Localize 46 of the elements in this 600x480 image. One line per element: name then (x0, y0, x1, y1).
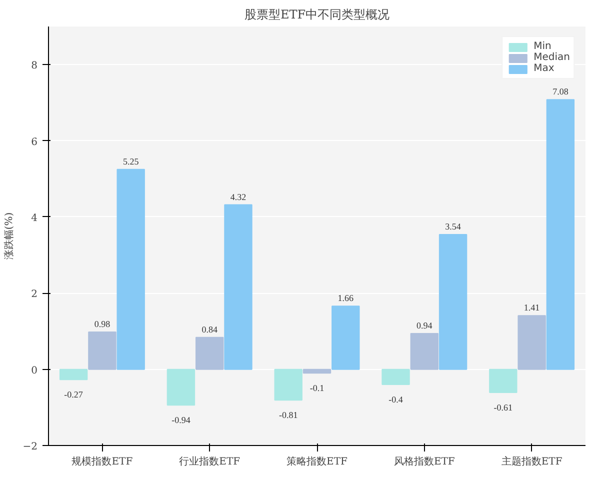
bar (546, 99, 575, 370)
data-label: -0.1 (310, 383, 324, 394)
bar (88, 331, 116, 370)
data-label: -0.27 (64, 390, 84, 400)
y-tick-label: 6 (31, 136, 38, 148)
y-tick-label: −2 (22, 442, 38, 452)
data-label: -0.61 (494, 402, 513, 413)
data-label: 0.84 (202, 324, 218, 334)
data-label: 1.66 (338, 293, 354, 304)
y-axis-title: 涨跌幅(%) (2, 212, 15, 260)
data-label: 3.54 (445, 221, 462, 232)
data-label: 0.94 (416, 320, 433, 331)
y-tick-label: 4 (31, 212, 38, 224)
bar (438, 234, 468, 370)
legend-label: Max (534, 63, 554, 74)
y-tick-label: 2 (31, 289, 38, 300)
bar (332, 306, 360, 370)
legend-label: Median (534, 52, 570, 63)
y-tick-label: 0 (31, 365, 38, 376)
data-label: 1.41 (524, 302, 540, 313)
bar (382, 368, 410, 386)
data-label: -0.4 (388, 394, 404, 405)
data-label: -0.81 (278, 410, 298, 420)
bar (195, 336, 224, 370)
x-tick-label: 行业指数ETF (179, 456, 240, 468)
bar (224, 204, 252, 370)
bar (410, 333, 439, 370)
x-tick-label: 风格指数ETF (394, 456, 455, 468)
data-label: 7.08 (552, 86, 569, 97)
x-tick-label: 规模指数ETF (72, 456, 133, 468)
x-tick-label: 主题指数ETF (501, 456, 562, 468)
bar (59, 368, 88, 380)
data-label: 5.25 (122, 156, 140, 166)
bar (302, 368, 332, 374)
data-label: -0.94 (172, 415, 191, 426)
bar (166, 368, 196, 406)
data-label: 0.98 (94, 318, 111, 329)
bar (518, 315, 546, 370)
y-tick-label: 8 (31, 60, 38, 72)
chart-title: 股票型ETF中不同类型概况 (244, 8, 390, 22)
bar (116, 168, 145, 370)
x-tick-label: 策略指数ETF (286, 456, 348, 468)
legend-label: Min (534, 41, 552, 52)
bar (274, 368, 302, 401)
bar (489, 368, 518, 394)
data-label: 4.32 (230, 192, 246, 202)
